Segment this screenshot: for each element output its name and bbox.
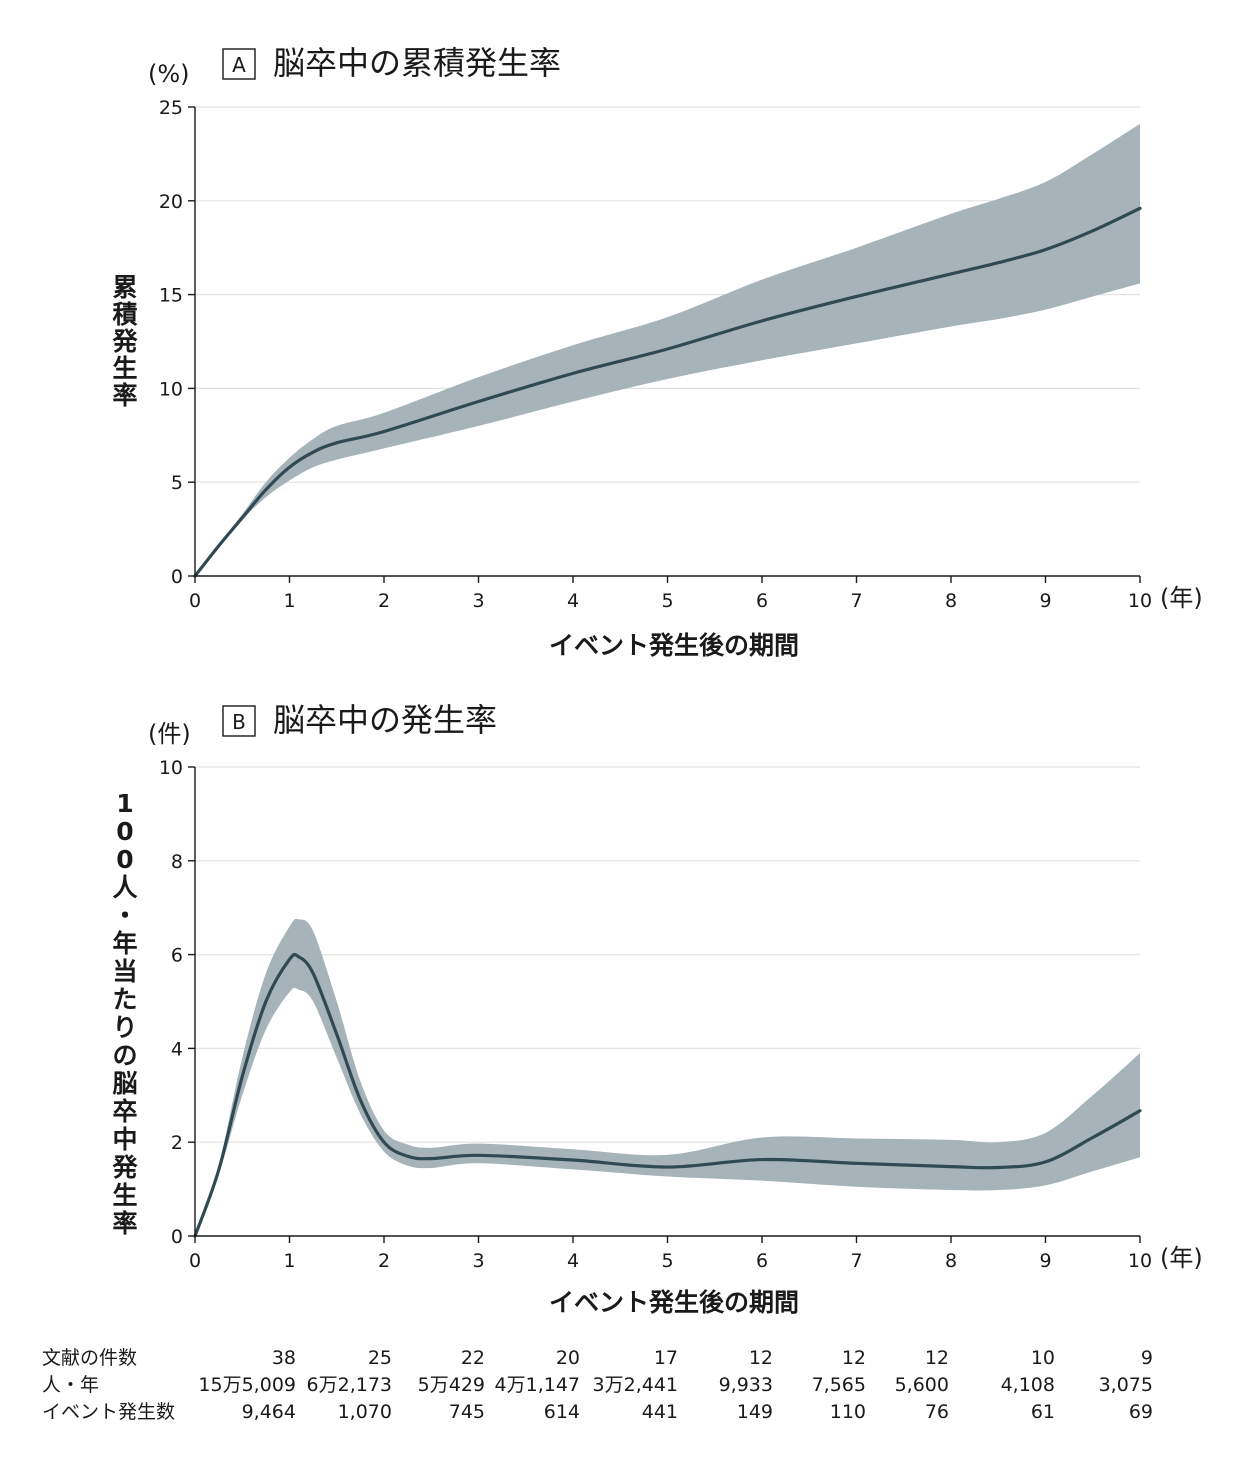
- table-cell: 441: [642, 1401, 678, 1423]
- table-cell: 4万1,147: [495, 1374, 580, 1396]
- table-cell: 12: [925, 1347, 949, 1369]
- panel-a-y-tick-label: 20: [159, 191, 183, 213]
- table-row-label: 人・年: [42, 1374, 99, 1396]
- table-cell: 745: [449, 1401, 485, 1423]
- panel-b-y-tick-label: 8: [171, 851, 183, 873]
- panel-a-x-tick-label: 1: [283, 590, 295, 612]
- table-cell: 61: [1031, 1401, 1055, 1423]
- table-cell: 1,070: [338, 1401, 392, 1423]
- panel-b-x-tick-label: 5: [661, 1250, 673, 1272]
- panel-a-x-tick-label: 7: [850, 590, 862, 612]
- panel-a-x-axis-label: イベント発生後の期間: [549, 631, 799, 660]
- panel-b-x-tick-label: 6: [756, 1250, 768, 1272]
- table-cell: 69: [1129, 1401, 1153, 1423]
- table-cell: 17: [654, 1347, 678, 1369]
- table-cell: 76: [925, 1401, 949, 1423]
- panel-a-title: 脳卒中の累積発生率: [273, 44, 561, 82]
- table-cell: 22: [461, 1347, 485, 1369]
- panel-a-y-tick-label: 10: [159, 378, 183, 400]
- panel-a-x-tick-label: 9: [1039, 590, 1051, 612]
- table-cell: 3,075: [1099, 1374, 1153, 1396]
- panel-b-incidence-rate-line: [193, 952, 1142, 1238]
- panel-b-confidence-band: [195, 918, 1140, 1236]
- panel-b-y-tick-label: 6: [171, 945, 183, 967]
- panel-a-chart: 0 5 10 15 20 25 0 1 2 3 4 5 6 7 8 9 10 (%) A 脳卒中の累積発生率 (…: [111, 44, 1202, 660]
- panel-b-y-tick-label: 2: [171, 1132, 183, 1154]
- panel-b-y-unit: (件): [148, 720, 191, 748]
- table-cell: 4,108: [1001, 1374, 1055, 1396]
- panel-b-letter-box: [222, 705, 256, 737]
- panel-b-x-tick-label: 10: [1128, 1250, 1152, 1272]
- panel-b-y-axis-label: 1 0 0 人・年当たりの脳卒中発生率: [111, 789, 138, 1238]
- table-row-label: イベント発生数: [42, 1401, 175, 1423]
- panel-a-y-tick-label: 5: [171, 472, 183, 494]
- panel-a-cumulative-incidence-line: [193, 206, 1142, 578]
- panel-a-y-axis-label: 累積発生率: [111, 273, 138, 410]
- panel-b-letter: B: [232, 710, 246, 734]
- panel-a-y-unit: (%): [148, 60, 190, 88]
- panel-b-chart: 0 2 4 6 8 10 0 1 2 3 4 5 6 7 8 9 10 (件) B 脳卒中の発生率 (年) イベ…: [111, 701, 1202, 1317]
- panel-b-x-tick-label: 2: [378, 1250, 390, 1272]
- panel-b-x-axis-label: イベント発生後の期間: [549, 1288, 799, 1317]
- data-table: 文献の件数 38 25 22 20 17 12 12 12 10 9 人・年 15万5,009 6万2,1…: [42, 1347, 1153, 1423]
- table-cell: 20: [556, 1347, 580, 1369]
- panel-a-y-tick-label: 15: [159, 285, 183, 307]
- panel-a-letter-box: [222, 48, 256, 80]
- panel-a-x-tick-label: 2: [378, 590, 390, 612]
- panel-a-x-tick-label: 4: [567, 590, 579, 612]
- panel-a-x-tick-label: 10: [1128, 590, 1152, 612]
- table-cell: 38: [272, 1347, 296, 1369]
- table-cell: 25: [368, 1347, 392, 1369]
- panel-b-x-tick-label: 7: [850, 1250, 862, 1272]
- panel-b-x-tick-label: 9: [1039, 1250, 1051, 1272]
- table-cell: 5万429: [418, 1374, 485, 1396]
- panel-a-y-tick-label: 25: [159, 97, 183, 119]
- panel-b-y-tick-label: 0: [171, 1226, 183, 1248]
- table-cell: 9: [1141, 1347, 1153, 1369]
- panel-b-x-tick-label: 8: [945, 1250, 957, 1272]
- table-cell: 5,600: [895, 1374, 949, 1396]
- table-cell: 9,464: [242, 1401, 296, 1423]
- panel-b-y-tick-label: 4: [171, 1038, 183, 1060]
- panel-b-x-unit: (年): [1160, 1244, 1203, 1272]
- table-cell: 12: [842, 1347, 866, 1369]
- panel-b-x-tick-label: 4: [567, 1250, 579, 1272]
- panel-a-x-tick-label: 0: [189, 590, 201, 612]
- table-cell: 6万2,173: [307, 1374, 392, 1396]
- panel-b-x-tick-label: 0: [189, 1250, 201, 1272]
- panel-b-title: 脳卒中の発生率: [273, 701, 497, 739]
- table-cell: 12: [749, 1347, 773, 1369]
- table-cell: 614: [544, 1401, 580, 1423]
- panel-a-y-tick-label: 0: [171, 566, 183, 588]
- panel-a-letter: A: [232, 53, 246, 77]
- panel-a-x-unit: (年): [1160, 584, 1203, 612]
- table-cell: 3万2,441: [593, 1374, 678, 1396]
- panel-b-x-tick-label: 1: [283, 1250, 295, 1272]
- table-cell: 9,933: [719, 1374, 773, 1396]
- table-cell: 15万5,009: [198, 1374, 296, 1396]
- panel-a-x-tick-label: 6: [756, 590, 768, 612]
- panel-a-x-tick-label: 3: [472, 590, 484, 612]
- table-cell: 10: [1031, 1347, 1055, 1369]
- table-row-label: 文献の件数: [42, 1347, 137, 1369]
- table-cell: 149: [737, 1401, 773, 1423]
- panel-b-y-tick-label: 10: [159, 757, 183, 779]
- panel-a-x-tick-label: 8: [945, 590, 957, 612]
- panel-a-x-tick-label: 5: [661, 590, 673, 612]
- panel-b-x-tick-label: 3: [472, 1250, 484, 1272]
- table-cell: 110: [830, 1401, 866, 1423]
- table-cell: 7,565: [812, 1374, 866, 1396]
